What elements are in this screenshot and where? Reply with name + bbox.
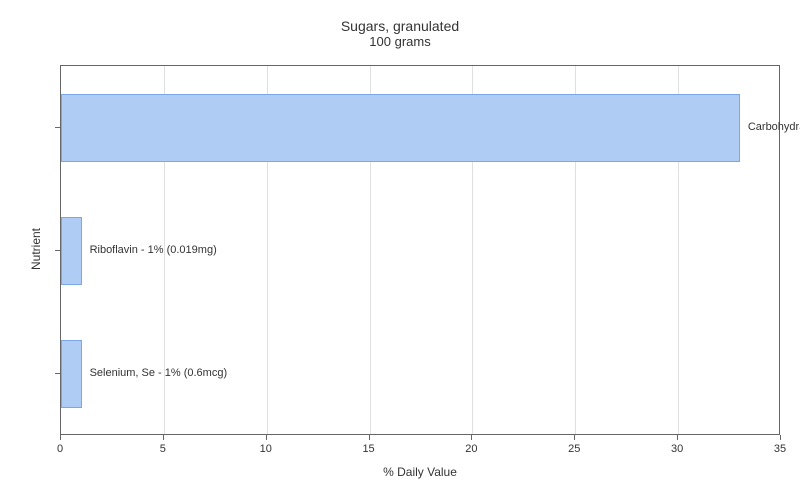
y-axis-label: Nutrient [29, 228, 43, 270]
x-tick-mark [677, 435, 678, 440]
bar-label: Selenium, Se - 1% (0.6mcg) [90, 367, 228, 379]
y-tick-mark [55, 127, 60, 128]
x-tick-label: 35 [774, 443, 786, 455]
x-axis-label: % Daily Value [60, 465, 780, 479]
x-tick-mark [163, 435, 164, 440]
chart-title-line1: Sugars, granulated [0, 18, 800, 34]
x-tick-label: 10 [260, 443, 272, 455]
x-tick-label: 0 [57, 443, 63, 455]
x-tick-mark [266, 435, 267, 440]
chart-title-line2: 100 grams [0, 34, 800, 49]
x-tick-mark [574, 435, 575, 440]
bar [61, 217, 82, 285]
bar-label: Riboflavin - 1% (0.019mg) [90, 244, 217, 256]
chart-title: Sugars, granulated 100 grams [0, 18, 800, 49]
x-tick-mark [60, 435, 61, 440]
x-tick-label: 25 [568, 443, 580, 455]
x-tick-label: 15 [362, 443, 374, 455]
x-tick-label: 30 [671, 443, 683, 455]
x-tick-mark [471, 435, 472, 440]
bar-label: Carbohydrates - 33% (99.98g) [748, 121, 800, 133]
x-tick-mark [369, 435, 370, 440]
bar [61, 94, 740, 162]
bar [61, 340, 82, 408]
y-tick-mark [55, 373, 60, 374]
x-tick-label: 5 [160, 443, 166, 455]
y-tick-mark [55, 250, 60, 251]
plot-area: Carbohydrates - 33% (99.98g)Riboflavin -… [60, 65, 780, 435]
x-tick-mark [780, 435, 781, 440]
x-tick-label: 20 [465, 443, 477, 455]
